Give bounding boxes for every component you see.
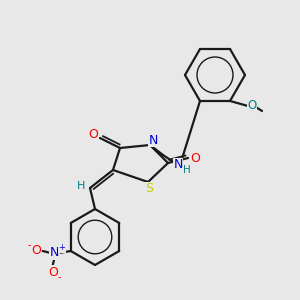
Text: O: O (248, 100, 256, 112)
Text: O: O (48, 266, 58, 278)
Text: H: H (183, 165, 191, 175)
Text: -: - (58, 272, 61, 282)
Text: +: + (58, 244, 65, 253)
Text: O: O (31, 244, 41, 256)
Text: N: N (173, 158, 183, 172)
Text: N: N (50, 247, 59, 260)
Text: S: S (145, 182, 153, 196)
Text: H: H (77, 181, 85, 191)
Text: N: N (148, 134, 158, 146)
Text: O: O (190, 152, 200, 164)
Text: O: O (88, 128, 98, 142)
Text: -: - (28, 240, 31, 250)
